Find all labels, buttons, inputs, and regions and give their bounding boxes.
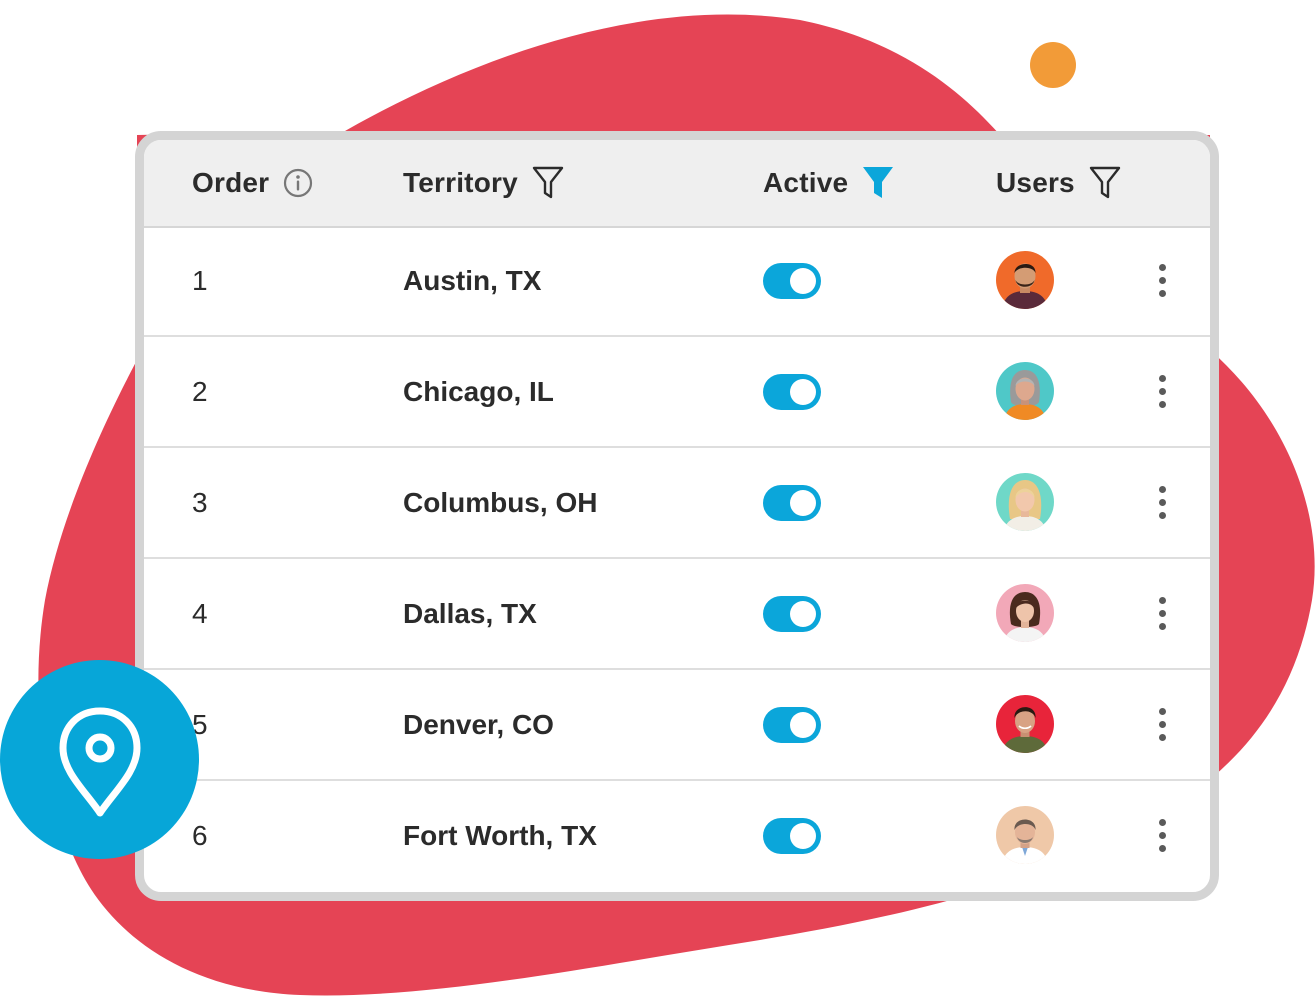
row-territory: Columbus, OH (403, 486, 598, 518)
table-row[interactable]: 1 Austin, TX (144, 226, 1210, 337)
row-actions-icon[interactable] (1156, 375, 1170, 409)
row-actions-icon[interactable] (1156, 708, 1170, 742)
row-actions-icon[interactable] (1156, 486, 1170, 520)
map-pin-icon (59, 707, 141, 817)
user-avatar[interactable] (996, 806, 1054, 864)
table-row[interactable]: 5 Denver, CO (144, 670, 1210, 781)
toggle-knob (790, 712, 816, 738)
active-toggle[interactable] (763, 818, 821, 854)
row-territory: Denver, CO (403, 708, 554, 740)
row-actions-icon[interactable] (1156, 597, 1170, 631)
user-avatar[interactable] (996, 251, 1054, 309)
row-order: 4 (192, 597, 208, 629)
info-icon[interactable] (283, 168, 313, 198)
toggle-knob (790, 490, 816, 516)
table-row[interactable]: 2 Chicago, IL (144, 337, 1210, 448)
column-header-users-label: Users (996, 167, 1075, 198)
table-row[interactable]: 4 Dallas, TX (144, 559, 1210, 670)
table-header: Order Territory Active Users (144, 140, 1210, 228)
row-territory: Fort Worth, TX (403, 819, 597, 851)
row-order: 6 (192, 819, 208, 851)
row-territory: Austin, TX (403, 264, 542, 296)
toggle-knob (790, 823, 816, 849)
active-toggle[interactable] (763, 485, 821, 521)
location-badge (0, 660, 199, 859)
user-avatar[interactable] (996, 362, 1054, 420)
row-territory: Chicago, IL (403, 375, 554, 407)
filter-icon[interactable] (1089, 166, 1121, 200)
decorative-dot (1030, 42, 1076, 88)
user-avatar[interactable] (996, 695, 1054, 753)
row-actions-icon[interactable] (1156, 264, 1170, 298)
toggle-knob (790, 268, 816, 294)
filter-icon[interactable] (532, 166, 564, 200)
row-order: 5 (192, 708, 208, 740)
column-header-order-label: Order (192, 167, 270, 198)
table-row[interactable]: 6 Fort Worth, TX (144, 781, 1210, 892)
table-row[interactable]: 3 Columbus, OH (144, 448, 1210, 559)
row-territory: Dallas, TX (403, 597, 537, 629)
row-order: 2 (192, 375, 208, 407)
row-actions-icon[interactable] (1156, 819, 1170, 853)
column-header-order: Order (192, 140, 313, 226)
active-toggle[interactable] (763, 374, 821, 410)
row-order: 1 (192, 264, 208, 296)
column-header-territory: Territory (403, 140, 564, 226)
territory-table: Order Territory Active Users (135, 131, 1219, 901)
toggle-knob (790, 601, 816, 627)
active-toggle[interactable] (763, 263, 821, 299)
row-order: 3 (192, 486, 208, 518)
toggle-knob (790, 379, 816, 405)
column-header-users: Users (996, 140, 1121, 226)
active-toggle[interactable] (763, 707, 821, 743)
filter-active-icon[interactable] (862, 166, 894, 200)
active-toggle[interactable] (763, 596, 821, 632)
user-avatar[interactable] (996, 584, 1054, 642)
column-header-active: Active (763, 140, 894, 226)
user-avatar[interactable] (996, 473, 1054, 531)
column-header-territory-label: Territory (403, 167, 518, 198)
column-header-active-label: Active (763, 167, 849, 198)
